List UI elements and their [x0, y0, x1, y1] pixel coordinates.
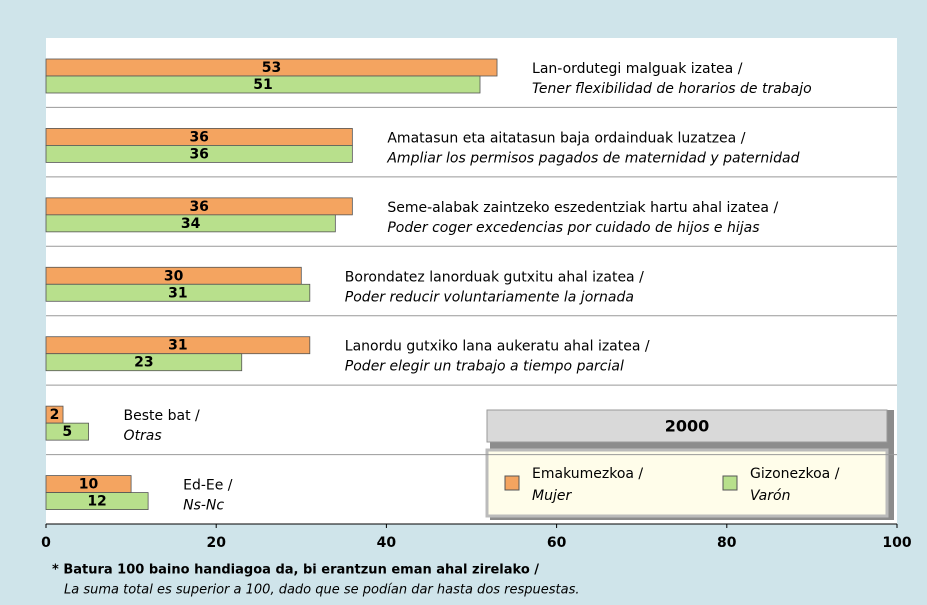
- value-label: 36: [189, 146, 208, 162]
- value-label: 23: [134, 355, 153, 371]
- value-label: 2: [50, 407, 60, 423]
- category-label: Borondatez lanorduak gutxitu ahal izatea…: [345, 269, 644, 285]
- value-label: 30: [164, 268, 184, 284]
- x-tick-label: 60: [547, 535, 567, 551]
- footnote: * Batura 100 baino handiagoa da, bi eran…: [52, 563, 539, 578]
- category-label: Ed-Ee /: [183, 478, 233, 494]
- x-tick-label: 40: [377, 535, 397, 551]
- x-tick-label: 80: [717, 535, 737, 551]
- x-tick-label: 20: [206, 535, 226, 551]
- category-label: Seme-alabak zaintzeko eszedentziak hartu…: [387, 200, 778, 216]
- value-label: 10: [79, 477, 99, 493]
- legend-label: Gizonezkoa /: [750, 466, 840, 482]
- bar: [45, 353, 243, 372]
- bar: [45, 214, 336, 233]
- value-label: 12: [87, 494, 106, 510]
- legend-swatch: [722, 475, 738, 491]
- category-label: Amatasun eta aitatasun baja ordainduak l…: [387, 130, 745, 146]
- bar: [45, 283, 311, 302]
- value-label: 31: [168, 338, 187, 354]
- legend: 2000: [485, 409, 894, 520]
- value-label: 36: [189, 129, 208, 145]
- bar: [45, 422, 89, 441]
- value-label: 34: [181, 216, 201, 232]
- legend-title: 2000: [665, 417, 710, 436]
- value-label: 53: [262, 60, 281, 76]
- legend-title-box: [486, 409, 888, 443]
- legend-swatch: [504, 475, 520, 491]
- category-label: Otras: [124, 428, 162, 444]
- category-label: Poder reducir voluntariamente la jornada: [345, 289, 634, 305]
- category-label: Poder elegir un trabajo a tiempo parcial: [345, 359, 624, 375]
- value-label: 31: [168, 285, 187, 301]
- legend-label: Varón: [750, 488, 790, 504]
- value-label: 5: [62, 424, 72, 440]
- category-label: Beste bat /: [124, 408, 200, 424]
- bar: [45, 145, 353, 163]
- category-label: Ampliar los permisos pagados de maternid…: [386, 150, 799, 166]
- category-label: Poder coger excedencias por cuidado de h…: [387, 220, 759, 236]
- category-label: Ns-Nc: [183, 498, 224, 514]
- x-tick-label: 100: [882, 535, 911, 551]
- x-tick-label: 0: [41, 535, 51, 551]
- legend-label: Mujer: [532, 488, 572, 504]
- value-label: 36: [189, 199, 208, 215]
- value-label: 51: [253, 77, 272, 93]
- bar: [45, 75, 481, 94]
- legend-box: [485, 448, 889, 518]
- footnote: La suma total es superior a 100, dado qu…: [64, 583, 580, 598]
- category-label: Lanordu gutxiko lana aukeratu ahal izate…: [345, 339, 650, 355]
- bar: [45, 492, 149, 510]
- category-label: Tener flexibilidad de horarios de trabaj…: [532, 81, 812, 97]
- legend-label: Emakumezkoa /: [532, 466, 643, 482]
- category-label: Lan-ordutegi malguak izatea /: [532, 61, 743, 77]
